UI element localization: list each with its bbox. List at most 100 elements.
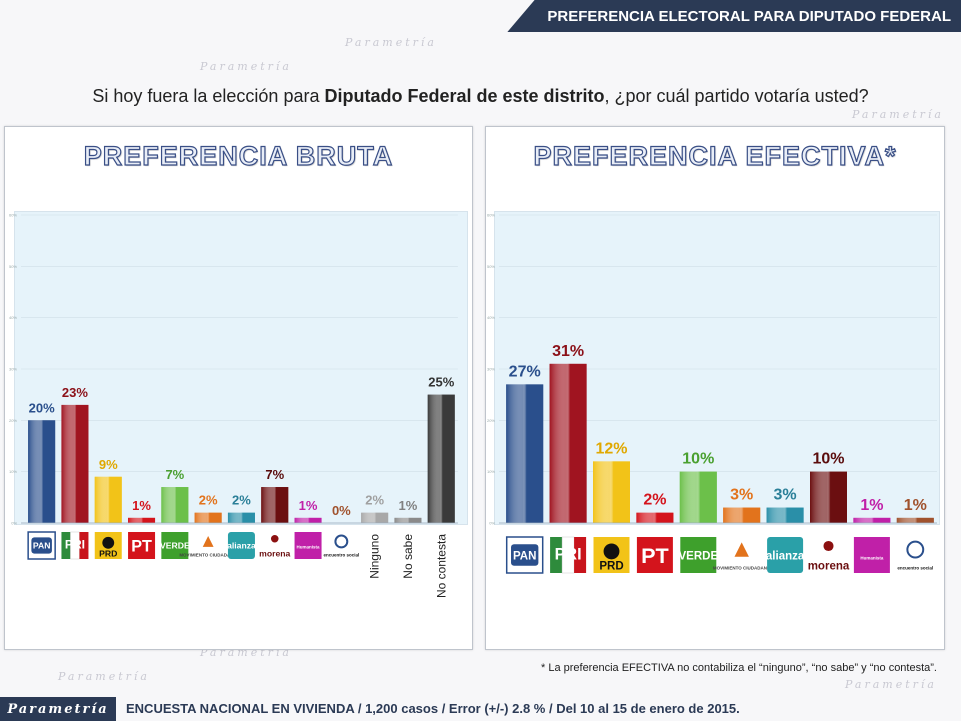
data-label: 31%: [552, 343, 584, 360]
data-label: 23%: [62, 385, 88, 400]
bar-shine: [766, 507, 804, 523]
data-label: 3%: [774, 487, 797, 504]
brand-logo: Parametría: [0, 697, 116, 721]
data-label: 1%: [299, 498, 318, 513]
party-logo-pes: encuentro social: [323, 532, 359, 559]
bar-shine: [261, 487, 289, 523]
y-tick-label: 0%: [489, 521, 495, 526]
y-tick-label: 50%: [9, 264, 17, 269]
svg-text:alianza: alianza: [766, 550, 805, 562]
question-text-bold: Diputado Federal de este distrito: [324, 86, 605, 106]
x-category-label: No contesta: [434, 534, 448, 598]
party-logo-prd: PRD: [94, 532, 122, 559]
svg-text:alianza: alianza: [227, 541, 256, 551]
y-tick-label: 20%: [9, 418, 17, 423]
svg-text:PRI: PRI: [555, 545, 582, 563]
svg-text:PAN: PAN: [33, 541, 51, 551]
party-logo-prd: PRD: [593, 537, 630, 573]
bar-shine: [227, 512, 255, 523]
chart-bruta: 0% 10% 20% 30% 40% 50% 60% 20% PAN 23% PRI 9% PRD 1% P…: [9, 213, 458, 598]
data-label: 2%: [643, 492, 666, 509]
svg-text:morena: morena: [259, 548, 290, 558]
y-tick-label: 60%: [487, 213, 495, 218]
party-logo-ph: Humanista: [853, 537, 890, 573]
party-logo-pan: PAN: [27, 531, 56, 560]
y-tick-label: 10%: [9, 469, 17, 474]
survey-info: ENCUESTA NACIONAL EN VIVIENDA / 1,200 ca…: [126, 701, 740, 716]
bar-shine: [427, 394, 455, 523]
footer: Parametría ENCUESTA NACIONAL EN VIVIENDA…: [0, 697, 961, 721]
data-label: 2%: [232, 493, 251, 508]
svg-text:Humanista: Humanista: [860, 555, 884, 560]
party-logo-panal: alianza: [227, 532, 256, 559]
party-logo-panal: alianza: [766, 537, 805, 573]
svg-text:PRD: PRD: [599, 560, 623, 572]
party-logo-mc: MOVIMIENTO CIUDADANO: [713, 537, 771, 573]
x-category-label: Ninguno: [368, 534, 382, 579]
svg-text:PT: PT: [641, 543, 669, 568]
party-logo-ph: Humanista: [294, 532, 322, 559]
y-tick-label: 0%: [11, 521, 17, 526]
bar-shine: [28, 420, 56, 523]
y-tick-label: 10%: [487, 469, 495, 474]
svg-text:PRD: PRD: [99, 548, 117, 558]
party-logo-pri: PRI: [61, 531, 89, 560]
data-label: 10%: [682, 451, 714, 468]
question-text-start: Si hoy fuera la elección para: [92, 86, 325, 106]
data-label: 27%: [509, 363, 541, 380]
svg-text:Humanista: Humanista: [297, 545, 321, 550]
party-logo-pes: encuentro social: [897, 537, 934, 573]
y-tick-label: 40%: [9, 315, 17, 320]
svg-text:morena: morena: [808, 560, 850, 572]
bar-shine: [679, 471, 717, 523]
data-label: 12%: [595, 440, 627, 457]
party-logo-pan: PAN: [505, 536, 544, 574]
svg-text:PRI: PRI: [65, 538, 85, 552]
watermark: Parametría: [345, 36, 437, 49]
x-category-label: No sabe: [401, 534, 415, 579]
party-logo-pt: PT: [128, 532, 156, 559]
bar-shine: [194, 512, 222, 523]
footnote: * La preferencia EFECTIVA no contabiliza…: [540, 662, 937, 674]
header-bar: PREFERENCIA ELECTORAL PARA DIPUTADO FEDE…: [507, 0, 961, 32]
party-logo-mc: MOVIMIENTO CIUDADANO: [179, 532, 237, 559]
bar-shine: [128, 517, 156, 523]
svg-text:MOVIMIENTO CIUDADANO: MOVIMIENTO CIUDADANO: [179, 552, 237, 557]
y-tick-label: 20%: [487, 418, 495, 423]
panel-preferencia-efectiva: PREFERENCIA EFECTIVA* 0% 10% 20% 30% 40% 50% 6…: [485, 126, 945, 650]
bar-shine: [810, 471, 847, 523]
svg-text:VERDE: VERDE: [160, 541, 190, 551]
y-tick-label: 30%: [9, 367, 17, 372]
party-logo-verde: VERDE: [678, 537, 718, 573]
party-logo-pt: PT: [636, 537, 673, 573]
data-label: 1%: [132, 498, 151, 513]
watermark: Parametría: [58, 670, 150, 683]
plot-area: [14, 211, 468, 525]
data-label: 7%: [165, 467, 184, 482]
y-tick-label: 40%: [487, 315, 495, 320]
svg-text:encuentro social: encuentro social: [897, 565, 933, 570]
bar-shine: [294, 517, 322, 523]
data-label: 3%: [730, 487, 753, 504]
bar-shine: [94, 476, 122, 523]
svg-text:PAN: PAN: [513, 550, 536, 562]
chart-title: PREFERENCIA EFECTIVA*: [533, 140, 897, 171]
data-label: 1%: [860, 497, 883, 514]
data-label: 10%: [812, 451, 844, 468]
bar-shine: [161, 487, 189, 523]
data-label: 1%: [904, 497, 927, 514]
y-tick-label: 50%: [487, 264, 495, 269]
data-label: 0%: [332, 503, 351, 518]
data-label: 25%: [428, 375, 454, 390]
data-label: 20%: [29, 400, 55, 415]
watermark: Parametría: [852, 108, 944, 121]
watermark: Parametría: [845, 678, 937, 691]
bar-shine: [853, 517, 891, 523]
bar-shine: [896, 517, 934, 523]
party-logo-morena: morena: [808, 537, 850, 573]
page-title: PREFERENCIA ELECTORAL PARA DIPUTADO FEDE…: [547, 7, 951, 25]
bar-shine: [593, 461, 630, 523]
question-text-end: , ¿por cuál partido votaría usted?: [604, 86, 869, 106]
chart-efectiva: 0% 10% 20% 30% 40% 50% 60% 27% PAN 31% PRI 12% PRD 2%…: [487, 213, 937, 574]
svg-text:VERDE: VERDE: [678, 550, 718, 562]
